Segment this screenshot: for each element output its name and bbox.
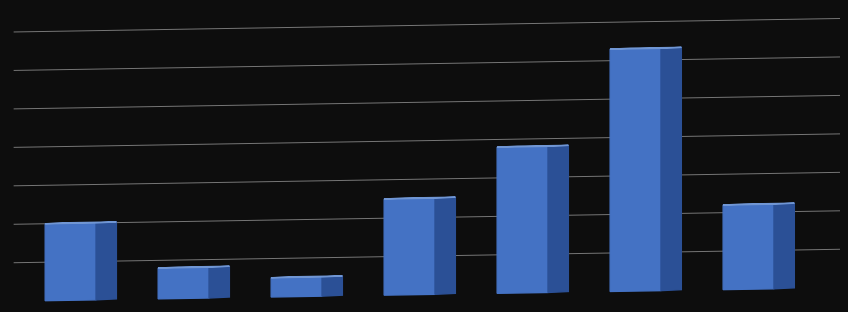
Polygon shape bbox=[723, 203, 795, 205]
Polygon shape bbox=[209, 266, 229, 298]
Polygon shape bbox=[497, 146, 548, 293]
Polygon shape bbox=[611, 47, 681, 49]
Polygon shape bbox=[774, 203, 795, 289]
Polygon shape bbox=[159, 266, 229, 268]
Polygon shape bbox=[661, 47, 681, 291]
Polygon shape bbox=[723, 204, 774, 290]
Polygon shape bbox=[45, 222, 116, 224]
Polygon shape bbox=[384, 197, 455, 199]
Polygon shape bbox=[435, 197, 455, 294]
Polygon shape bbox=[271, 277, 322, 297]
Polygon shape bbox=[159, 267, 209, 299]
Polygon shape bbox=[271, 276, 343, 278]
Polygon shape bbox=[611, 48, 661, 291]
Polygon shape bbox=[45, 223, 96, 301]
Polygon shape bbox=[96, 222, 116, 300]
Polygon shape bbox=[548, 145, 568, 292]
Polygon shape bbox=[322, 276, 343, 296]
Polygon shape bbox=[497, 145, 568, 147]
Polygon shape bbox=[384, 198, 435, 295]
